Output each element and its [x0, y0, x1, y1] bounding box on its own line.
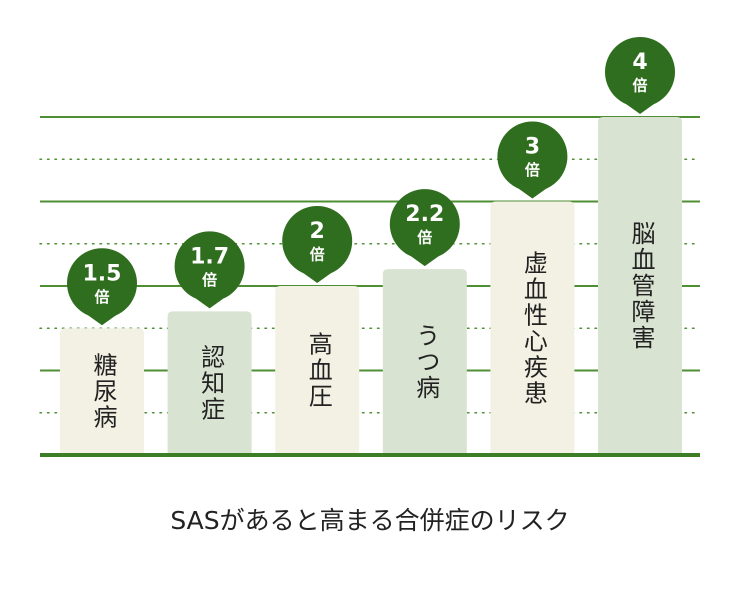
chart-title: SASがあると高まる合併症のリスク: [170, 506, 569, 535]
category-label: 糖尿病: [89, 353, 117, 431]
value-label: 2: [310, 219, 325, 244]
value-label: 1.7: [190, 244, 229, 269]
label-bubble: [497, 121, 568, 192]
label-bubble: [88, 315, 116, 326]
category-label: 脳血管障害: [627, 221, 655, 351]
bar: [60, 328, 144, 455]
label-bubble: [303, 273, 332, 283]
category-label: 虚血性心疾患: [519, 250, 547, 406]
value-unit: 倍: [94, 288, 109, 306]
bar: [167, 311, 252, 455]
label-bubble: [67, 248, 137, 319]
label-bubble: [626, 104, 654, 114]
label-bubble: [282, 206, 353, 276]
bar: [490, 201, 575, 455]
value-unit: 倍: [310, 246, 325, 264]
category-label: 高血圧: [304, 332, 332, 410]
bar: [382, 269, 467, 455]
label-bubble: [410, 256, 439, 267]
value-label: 2.2: [405, 202, 444, 227]
label-bubble: [195, 298, 224, 309]
value-unit: 倍: [417, 229, 432, 247]
label-bubble: [174, 231, 245, 302]
bar: [598, 117, 682, 455]
value-label: 3: [525, 135, 540, 160]
category-label: 認知症: [197, 344, 225, 422]
value-unit: 倍: [202, 271, 217, 289]
value-label: 1.5: [83, 261, 122, 286]
value-label: 4: [632, 50, 647, 75]
bar: [275, 286, 360, 455]
value-unit: 倍: [525, 161, 540, 179]
category-label: うつ病: [412, 323, 440, 401]
label-bubble: [518, 188, 547, 199]
value-unit: 倍: [632, 77, 647, 95]
label-bubble: [605, 37, 675, 107]
label-bubble: [389, 189, 460, 260]
